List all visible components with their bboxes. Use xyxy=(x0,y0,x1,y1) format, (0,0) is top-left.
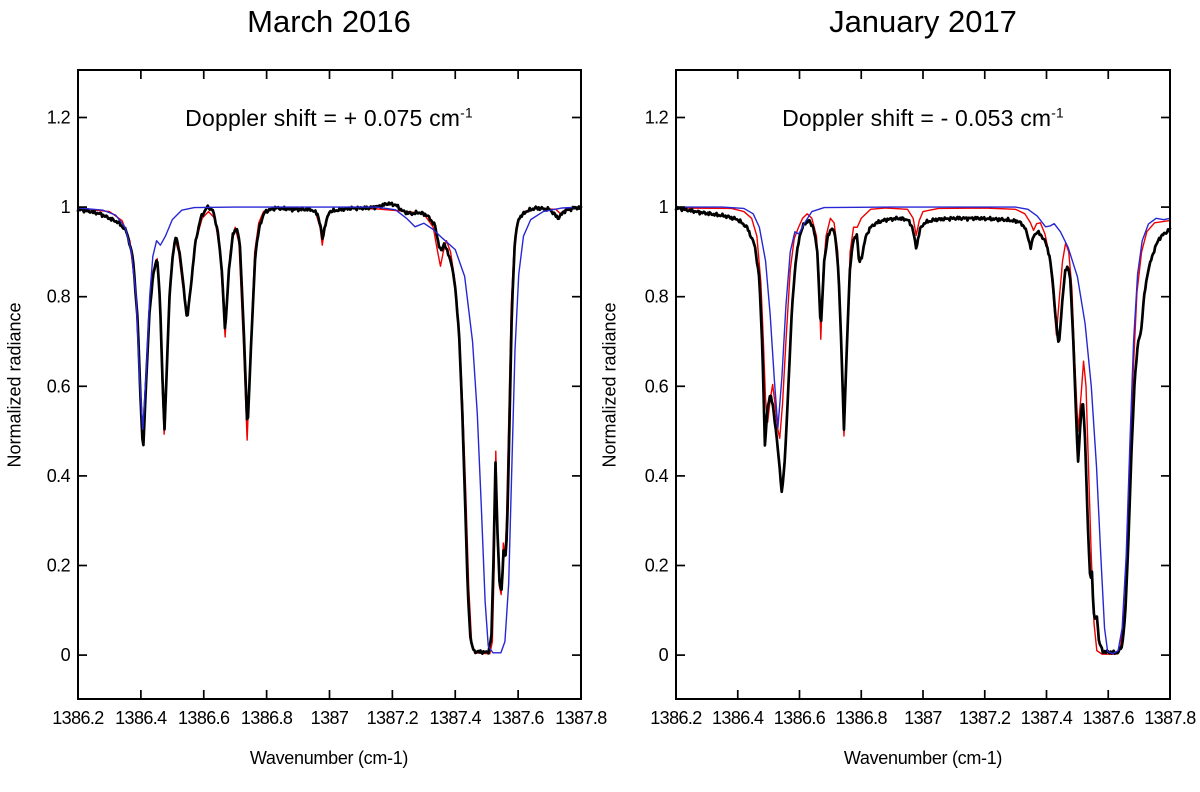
doppler-shift-exponent: -1 xyxy=(1051,105,1064,121)
x-tick-label: 1387.4 xyxy=(1021,708,1073,728)
y-tick-label: 0 xyxy=(61,645,71,665)
x-tick-label: 1387.8 xyxy=(1144,708,1196,728)
doppler-shift-annotation-left: Doppler shift = + 0.075 cm-1 xyxy=(185,105,473,132)
y-tick-label: 0.2 xyxy=(47,555,71,575)
x-tick-label: 1386.2 xyxy=(52,708,104,728)
y-axis-label-right: Normalized radiance xyxy=(599,302,620,468)
doppler-shift-text: Doppler shift = + 0.075 cm xyxy=(185,105,461,131)
blue-model-spectrum-path xyxy=(77,206,582,654)
plot-frame xyxy=(675,69,1171,700)
panel-title-january-2017: January 2017 xyxy=(829,4,1017,39)
y-tick-label: 1.2 xyxy=(47,107,71,127)
y-tick-label: 1.2 xyxy=(645,107,669,127)
x-tick-label: 1386.4 xyxy=(712,708,764,728)
doppler-shift-annotation-right: Doppler shift = - 0.053 cm-1 xyxy=(782,105,1064,132)
x-tick-label: 1386.8 xyxy=(836,708,888,728)
y-tick-label: 0.4 xyxy=(645,466,669,486)
y-tick-label: 1 xyxy=(659,197,669,217)
x-tick-label: 1386.6 xyxy=(178,708,230,728)
x-tick-label: 1387.4 xyxy=(430,708,482,728)
y-tick-label: 0 xyxy=(659,645,669,665)
x-tick-label: 1387.8 xyxy=(555,708,607,728)
x-tick-label: 1386.2 xyxy=(650,708,702,728)
x-tick-label: 1387.6 xyxy=(492,708,544,728)
blue-model-spectrum-path xyxy=(675,206,1171,655)
y-axis-label-left: Normalized radiance xyxy=(4,302,25,468)
x-tick-label: 1387.6 xyxy=(1083,708,1135,728)
x-tick-label: 1386.6 xyxy=(774,708,826,728)
red-model-spectrum-path xyxy=(675,207,1171,655)
doppler-shift-exponent: -1 xyxy=(460,105,473,121)
y-tick-label: 1 xyxy=(61,197,71,217)
x-tick-label: 1386.4 xyxy=(115,708,167,728)
black-observed-spectrum-path xyxy=(674,205,1172,655)
plot-frame xyxy=(77,69,582,700)
black-observed-spectrum-path xyxy=(76,201,583,655)
panel-title-march-2016: March 2016 xyxy=(247,4,411,39)
x-tick-label: 1387.2 xyxy=(959,708,1011,728)
y-tick-label: 0.2 xyxy=(645,555,669,575)
y-tick-label: 0.6 xyxy=(645,376,669,396)
x-axis-label-left: Wavenumber (cm-1) xyxy=(249,748,409,768)
x-tick-label: 1386.8 xyxy=(241,708,293,728)
y-tick-label: 0.8 xyxy=(47,287,71,307)
x-axis-label-right: Wavenumber (cm-1) xyxy=(843,748,1003,768)
x-tick-label: 1387.2 xyxy=(367,708,419,728)
y-tick-label: 0.4 xyxy=(47,466,71,486)
y-tick-label: 0.8 xyxy=(645,287,669,307)
x-tick-label: 1387 xyxy=(311,708,349,728)
y-tick-label: 0.6 xyxy=(47,376,71,396)
doppler-shift-text: Doppler shift = - 0.053 cm xyxy=(782,105,1052,131)
x-tick-label: 1387 xyxy=(904,708,942,728)
